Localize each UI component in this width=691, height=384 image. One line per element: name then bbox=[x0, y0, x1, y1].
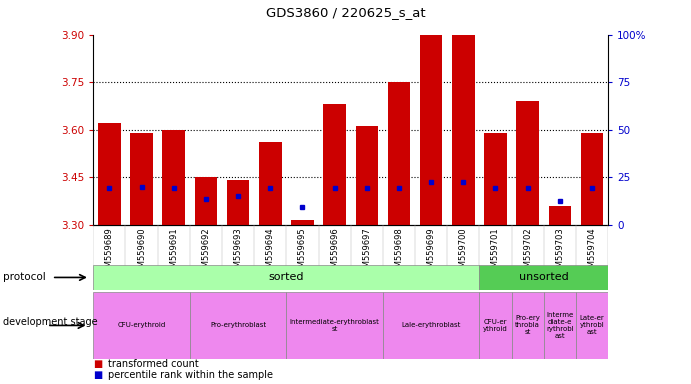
Bar bbox=[516, 101, 539, 225]
Bar bbox=[259, 142, 281, 225]
Bar bbox=[452, 35, 475, 225]
Bar bbox=[549, 206, 571, 225]
Text: GDS3860 / 220625_s_at: GDS3860 / 220625_s_at bbox=[265, 6, 426, 19]
Text: Interme
diate-e
rythrobl
ast: Interme diate-e rythrobl ast bbox=[546, 312, 574, 339]
Bar bbox=[480, 265, 608, 290]
Bar bbox=[355, 126, 378, 225]
Bar bbox=[323, 104, 346, 225]
Bar bbox=[227, 180, 249, 225]
Text: Late-er
ythrobl
ast: Late-er ythrobl ast bbox=[580, 315, 605, 336]
Bar bbox=[195, 177, 217, 225]
Bar bbox=[291, 220, 314, 225]
Text: CFU-er
ythroid: CFU-er ythroid bbox=[483, 319, 508, 332]
Bar bbox=[286, 292, 383, 359]
Text: Pro-erythroblast: Pro-erythroblast bbox=[210, 323, 266, 328]
Text: Intermediate-erythroblast
st: Intermediate-erythroblast st bbox=[290, 319, 379, 332]
Text: ■: ■ bbox=[93, 370, 102, 380]
Text: protocol: protocol bbox=[3, 272, 46, 283]
Text: sorted: sorted bbox=[269, 272, 304, 283]
Bar bbox=[484, 133, 507, 225]
Bar bbox=[511, 292, 544, 359]
Text: CFU-erythroid: CFU-erythroid bbox=[117, 323, 166, 328]
Text: unsorted: unsorted bbox=[519, 272, 569, 283]
Bar bbox=[162, 130, 185, 225]
Bar bbox=[131, 133, 153, 225]
Text: Lale-erythroblast: Lale-erythroblast bbox=[401, 323, 461, 328]
Bar bbox=[190, 292, 286, 359]
Bar bbox=[544, 292, 576, 359]
Text: ■: ■ bbox=[93, 359, 102, 369]
Text: percentile rank within the sample: percentile rank within the sample bbox=[108, 370, 274, 380]
Bar bbox=[93, 265, 480, 290]
Bar bbox=[580, 133, 603, 225]
Bar bbox=[480, 292, 511, 359]
Bar bbox=[383, 292, 480, 359]
Bar bbox=[576, 292, 608, 359]
Text: development stage: development stage bbox=[3, 316, 98, 327]
Bar bbox=[93, 292, 190, 359]
Text: Pro-ery
throbla
st: Pro-ery throbla st bbox=[515, 315, 540, 336]
Bar bbox=[98, 123, 121, 225]
Text: transformed count: transformed count bbox=[108, 359, 199, 369]
Bar bbox=[420, 35, 442, 225]
Bar bbox=[388, 82, 410, 225]
